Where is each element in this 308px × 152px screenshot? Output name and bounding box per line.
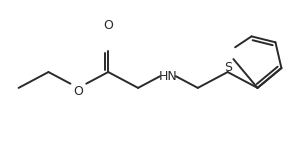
Text: HN: HN (159, 71, 177, 83)
Text: O: O (73, 85, 83, 98)
Text: O: O (103, 19, 113, 32)
Text: S: S (224, 61, 232, 74)
